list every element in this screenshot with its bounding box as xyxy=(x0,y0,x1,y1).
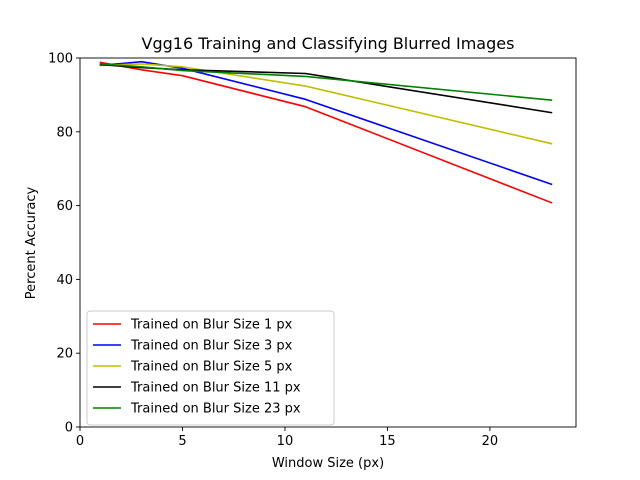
y-tick-label: 40 xyxy=(56,273,73,288)
series-line-1 xyxy=(99,61,553,204)
series-line-2 xyxy=(99,60,553,186)
legend: Trained on Blur Size 1 px Trained on Blur… xyxy=(86,310,335,426)
y-axis-label: Percent Accuracy xyxy=(24,186,39,299)
y-tick-label: 80 xyxy=(56,125,73,140)
chart-title: Vgg16 Training and Classifying Blurred I… xyxy=(142,34,515,53)
legend-label-4: Trained on Blur Size 11 px xyxy=(130,381,301,396)
legend-box xyxy=(86,310,335,426)
axes-frame xyxy=(79,57,577,428)
series-line-5 xyxy=(99,63,553,101)
x-tick-label: 5 xyxy=(178,434,186,449)
legend-label-5: Trained on Blur Size 23 px xyxy=(130,402,301,417)
x-tick-label: 10 xyxy=(277,434,294,449)
legend-label-2: Trained on Blur Size 3 px xyxy=(130,339,293,354)
series-line-4 xyxy=(99,63,553,114)
legend-label-3: Trained on Blur Size 5 px xyxy=(130,360,293,375)
x-tick-label: 20 xyxy=(482,434,499,449)
x-axis-label: Window Size (px) xyxy=(272,456,384,471)
y-tick-label: 60 xyxy=(56,199,73,214)
y-tick-label: 20 xyxy=(56,347,73,362)
y-tick-label: 100 xyxy=(48,52,73,67)
series-line-3 xyxy=(99,63,553,145)
x-tick-label: 15 xyxy=(379,434,396,449)
y-tick-label: 0 xyxy=(65,421,73,436)
legend-label-1: Trained on Blur Size 1 px xyxy=(130,318,293,333)
x-tick-label: 0 xyxy=(76,434,84,449)
axes: 0 5 10 15 20 0 20 40 60 80 100 xyxy=(48,52,577,449)
plot-area xyxy=(99,60,553,204)
